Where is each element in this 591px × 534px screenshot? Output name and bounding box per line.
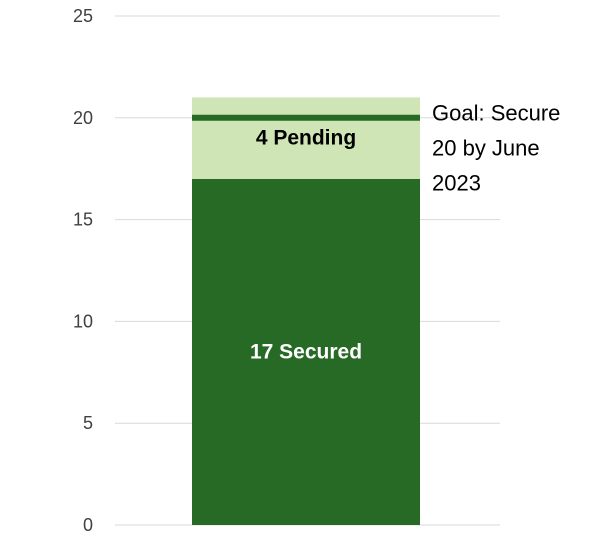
y-tick-label: 0 [83,515,93,534]
y-tick-label: 15 [73,210,93,230]
bars [192,97,420,525]
bar-segment [192,97,420,179]
bar-labels: 17 Secured 4 Pending [250,127,362,364]
y-tick-label: 25 [73,6,93,26]
y-axis-ticks: 0 5 10 15 20 25 [73,6,93,534]
goal-annotation-line: 20 by June [432,136,540,161]
bar-segment [192,178,420,525]
y-tick-label: 5 [83,413,93,433]
goal-annotation-line: 2023 [432,171,481,196]
bar-data-label: 17 Secured [250,340,362,363]
y-tick-label: 20 [73,108,93,128]
y-tick-label: 10 [73,311,93,331]
goal-annotation-line: Goal: Secure [432,101,560,126]
bar-data-label: 4 Pending [256,127,356,150]
goal-marker: Goal: Secure 20 by June 2023 [192,101,560,196]
